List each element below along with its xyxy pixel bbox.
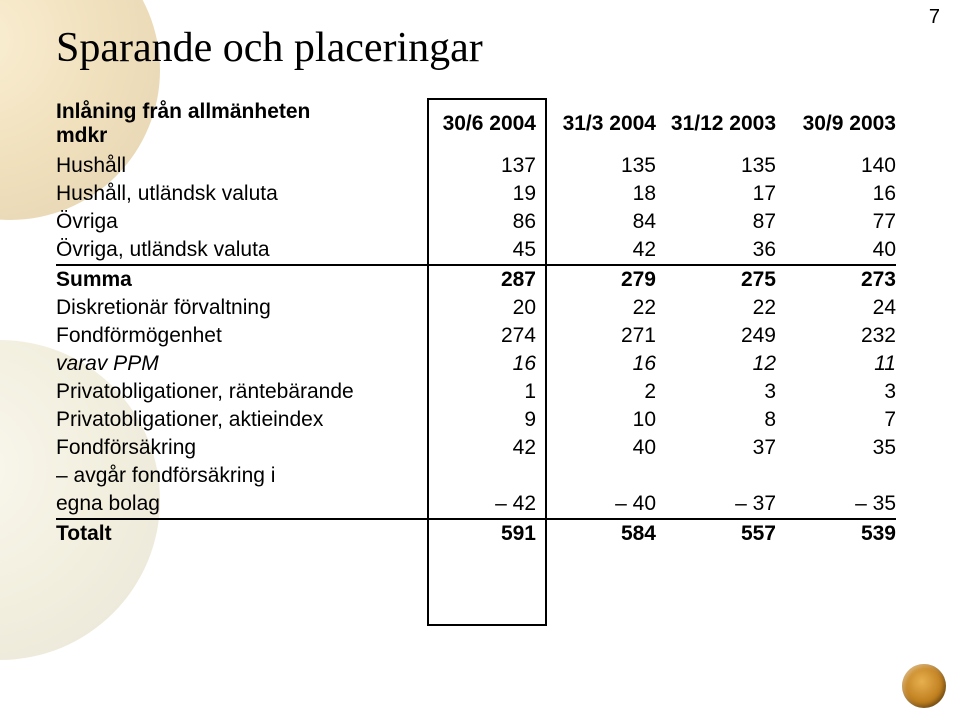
row-label: egna bolag: [56, 490, 416, 519]
page-title: Sparande och placeringar: [56, 24, 920, 72]
cell-value: 140: [776, 152, 896, 180]
row-label: Diskretionär förvaltning: [56, 294, 416, 322]
cell-value: [656, 462, 776, 490]
cell-value: 19: [416, 180, 536, 208]
cell-value: 274: [416, 322, 536, 350]
cell-value: 249: [656, 322, 776, 350]
cell-value: 3: [656, 378, 776, 406]
cell-value: 16: [416, 350, 536, 378]
cell-value: 232: [776, 322, 896, 350]
cell-value: [416, 462, 536, 490]
row-label: Hushåll, utländsk valuta: [56, 180, 416, 208]
cell-value: 12: [656, 350, 776, 378]
sum-val: 279: [536, 265, 656, 294]
table-row: egna bolag– 42– 40– 37– 35: [56, 490, 896, 519]
table-header-row: Inlåning från allmänheten mdkr 30/6 2004…: [56, 98, 896, 152]
cell-value: 36: [656, 236, 776, 265]
row-label: Fondförsäkring: [56, 434, 416, 462]
cell-value: 42: [536, 236, 656, 265]
cell-value: 9: [416, 406, 536, 434]
table-row: – avgår fondförsäkring i: [56, 462, 896, 490]
row-label: Övriga: [56, 208, 416, 236]
cell-value: 87: [656, 208, 776, 236]
cell-value: – 40: [536, 490, 656, 519]
col-header: 31/12 2003: [656, 98, 776, 152]
table-row: Privatobligationer, räntebärande1233: [56, 378, 896, 406]
sum-row: Summa 287 279 275 273: [56, 265, 896, 294]
cell-value: 2: [536, 378, 656, 406]
cell-value: 271: [536, 322, 656, 350]
cell-value: 3: [776, 378, 896, 406]
cell-value: 18: [536, 180, 656, 208]
cell-value: – 42: [416, 490, 536, 519]
cell-value: 86: [416, 208, 536, 236]
row-label: – avgår fondförsäkring i: [56, 462, 416, 490]
cell-value: 135: [536, 152, 656, 180]
cell-value: 20: [416, 294, 536, 322]
cell-value: – 37: [656, 490, 776, 519]
cell-value: 137: [416, 152, 536, 180]
cell-value: 45: [416, 236, 536, 265]
cell-value: 16: [776, 180, 896, 208]
sum-val: 287: [416, 265, 536, 294]
table-row: varav PPM16161211: [56, 350, 896, 378]
cell-value: 22: [536, 294, 656, 322]
cell-value: 35: [776, 434, 896, 462]
cell-value: 8: [656, 406, 776, 434]
col-header: 30/6 2004: [416, 98, 536, 152]
cell-value: 17: [656, 180, 776, 208]
cell-value: 7: [776, 406, 896, 434]
row-label: varav PPM: [56, 350, 416, 378]
col-header: 30/9 2003: [776, 98, 896, 152]
cell-value: 10: [536, 406, 656, 434]
table-row: Hushåll137135135140: [56, 152, 896, 180]
cell-value: 84: [536, 208, 656, 236]
row-label: Övriga, utländsk valuta: [56, 236, 416, 265]
cell-value: 22: [656, 294, 776, 322]
table-row: Privatobligationer, aktieindex91087: [56, 406, 896, 434]
cell-value: 24: [776, 294, 896, 322]
cell-value: 1: [416, 378, 536, 406]
sum-label: Summa: [56, 265, 416, 294]
cell-value: 11: [776, 350, 896, 378]
cell-value: 37: [656, 434, 776, 462]
cell-value: 42: [416, 434, 536, 462]
cell-value: 16: [536, 350, 656, 378]
total-val: 591: [416, 519, 536, 548]
cell-value: 40: [776, 236, 896, 265]
table-row: Fondförmögenhet274271249232: [56, 322, 896, 350]
table-header-label: Inlåning från allmänheten mdkr: [56, 98, 416, 152]
cell-value: 40: [536, 434, 656, 462]
header-line2: mdkr: [56, 124, 107, 147]
cell-value: 77: [776, 208, 896, 236]
row-label: Privatobligationer, räntebärande: [56, 378, 416, 406]
row-label: Privatobligationer, aktieindex: [56, 406, 416, 434]
total-row: Totalt 591 584 557 539: [56, 519, 896, 548]
table-row: Övriga86848777: [56, 208, 896, 236]
total-val: 584: [536, 519, 656, 548]
total-val: 539: [776, 519, 896, 548]
table-row: Övriga, utländsk valuta45423640: [56, 236, 896, 265]
cell-value: – 35: [776, 490, 896, 519]
cell-value: [776, 462, 896, 490]
cell-value: 135: [656, 152, 776, 180]
col-header: 31/3 2004: [536, 98, 656, 152]
table-row: Diskretionär förvaltning20222224: [56, 294, 896, 322]
total-val: 557: [656, 519, 776, 548]
savings-table: Inlåning från allmänheten mdkr 30/6 2004…: [56, 98, 896, 548]
logo-coin-icon: [902, 664, 946, 708]
cell-value: [536, 462, 656, 490]
slide-content: Sparande och placeringar Inlåning från a…: [0, 0, 960, 548]
total-label: Totalt: [56, 519, 416, 548]
row-label: Hushåll: [56, 152, 416, 180]
table-row: Fondförsäkring42403735: [56, 434, 896, 462]
header-line1: Inlåning från allmänheten: [56, 100, 310, 123]
row-label: Fondförmögenhet: [56, 322, 416, 350]
table-row: Hushåll, utländsk valuta19181716: [56, 180, 896, 208]
sum-val: 273: [776, 265, 896, 294]
sum-val: 275: [656, 265, 776, 294]
